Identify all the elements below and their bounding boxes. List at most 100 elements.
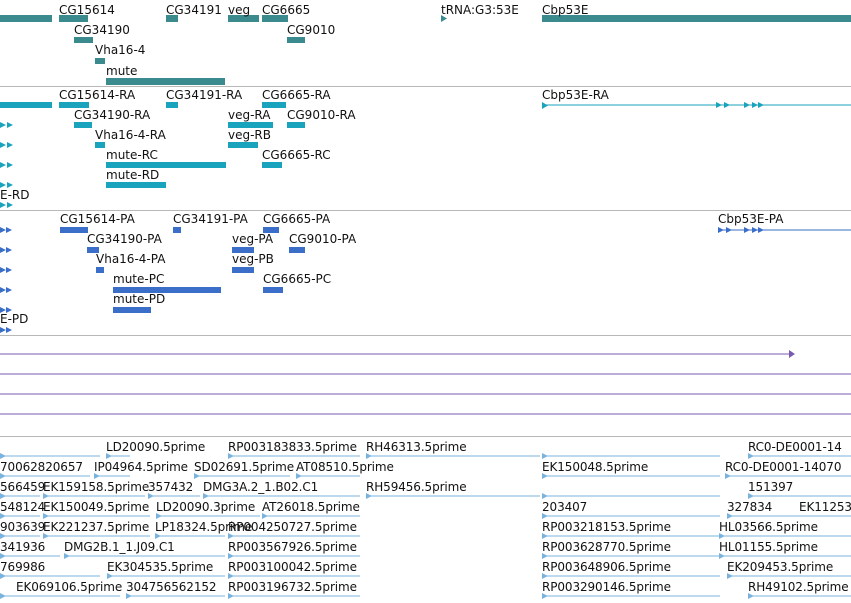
gene-feature[interactable] [441,15,447,22]
est-exon[interactable] [106,453,112,459]
transcript-exon[interactable] [7,202,13,208]
transcript-feature[interactable] [287,122,305,128]
gene-feature[interactable] [262,15,288,22]
gene-feature[interactable] [74,37,93,43]
est-exon[interactable] [0,473,6,479]
protein-exon[interactable] [6,227,12,233]
est-exon[interactable] [0,513,6,519]
protein-exon[interactable] [6,267,12,273]
transcript-feature[interactable] [228,122,273,128]
protein-exon[interactable] [758,227,764,233]
transcript-feature[interactable] [106,182,166,188]
protein-feature[interactable] [173,227,181,233]
transcript-feature[interactable] [95,142,105,148]
transcript-exon[interactable] [752,102,758,108]
transcript-feature[interactable] [262,162,282,168]
transcript-exon[interactable] [716,102,722,108]
protein-exon[interactable] [0,287,6,293]
est-exon[interactable] [228,573,234,579]
protein-exon[interactable] [6,287,12,293]
protein-feature[interactable] [289,247,305,253]
protein-feature[interactable] [113,307,151,313]
protein-exon[interactable] [744,227,750,233]
protein-exon[interactable] [0,267,6,273]
est-exon[interactable] [748,593,754,599]
gene-feature[interactable] [0,15,52,22]
est-exon[interactable] [94,473,100,479]
protein-feature[interactable] [232,267,254,273]
transcript-exon[interactable] [758,102,764,108]
transcript-exon[interactable] [7,142,13,148]
protein-feature[interactable] [60,227,88,233]
est-exon[interactable] [228,453,234,459]
est-exon[interactable] [155,533,161,539]
est-exon[interactable] [727,573,733,579]
est-exon[interactable] [542,473,548,479]
est-exon[interactable] [542,533,548,539]
protein-exon[interactable] [0,307,6,313]
est-exon[interactable] [262,513,268,519]
transcript-feature[interactable] [262,102,286,108]
est-exon[interactable] [727,513,733,519]
transcript-exon[interactable] [0,182,6,188]
protein-feature[interactable] [232,247,254,253]
est-exon[interactable] [748,453,754,459]
transcript-feature[interactable] [166,102,178,108]
est-exon[interactable] [43,513,49,519]
protein-exon[interactable] [0,327,6,333]
est-exon[interactable] [366,493,372,499]
protein-exon[interactable] [0,247,6,253]
est-exon[interactable] [719,533,725,539]
gene-feature[interactable] [228,15,259,22]
protein-exon[interactable] [6,327,12,333]
est-exon[interactable] [107,573,113,579]
est-exon[interactable] [228,593,234,599]
protein-exon[interactable] [0,227,6,233]
protein-feature[interactable] [263,287,283,293]
protein-feature[interactable] [263,227,279,233]
protein-exon[interactable] [6,307,12,313]
gene-feature[interactable] [95,58,105,64]
transcript-exon[interactable] [7,182,13,188]
transcript-exon[interactable] [0,162,6,168]
transcript-feature[interactable] [0,102,52,108]
protein-exon[interactable] [752,227,758,233]
est-exon[interactable] [148,493,154,499]
est-exon[interactable] [542,513,548,519]
est-exon[interactable] [542,573,548,579]
transcript-feature[interactable] [74,122,92,128]
est-exon[interactable] [43,533,49,539]
est-exon[interactable] [0,453,6,459]
est-exon[interactable] [542,493,548,499]
gene-feature[interactable] [106,78,225,85]
est-exon[interactable] [43,493,49,499]
transcript-exon[interactable] [724,102,730,108]
est-exon[interactable] [203,493,209,499]
est-exon[interactable] [719,553,725,559]
transcript-exon[interactable] [0,122,6,128]
protein-exon[interactable] [6,247,12,253]
protein-feature[interactable] [87,247,99,253]
est-exon[interactable] [156,513,162,519]
est-exon[interactable] [64,553,70,559]
gene-feature[interactable] [166,15,178,22]
est-exon[interactable] [0,573,6,579]
transcript-exon[interactable] [7,122,13,128]
est-exon[interactable] [0,553,6,559]
est-exon[interactable] [0,593,6,599]
transcript-exon[interactable] [0,142,6,148]
transcript-feature[interactable] [59,102,89,108]
est-exon[interactable] [366,453,372,459]
est-exon[interactable] [725,473,731,479]
est-exon[interactable] [228,533,234,539]
est-exon[interactable] [0,533,6,539]
gene-feature[interactable] [287,37,305,43]
protein-exon[interactable] [726,227,732,233]
gene-feature[interactable] [542,15,851,22]
est-exon[interactable] [126,593,132,599]
est-exon[interactable] [748,493,754,499]
transcript-exon[interactable] [7,162,13,168]
protein-feature[interactable] [96,267,104,273]
transcript-feature[interactable] [228,142,258,148]
